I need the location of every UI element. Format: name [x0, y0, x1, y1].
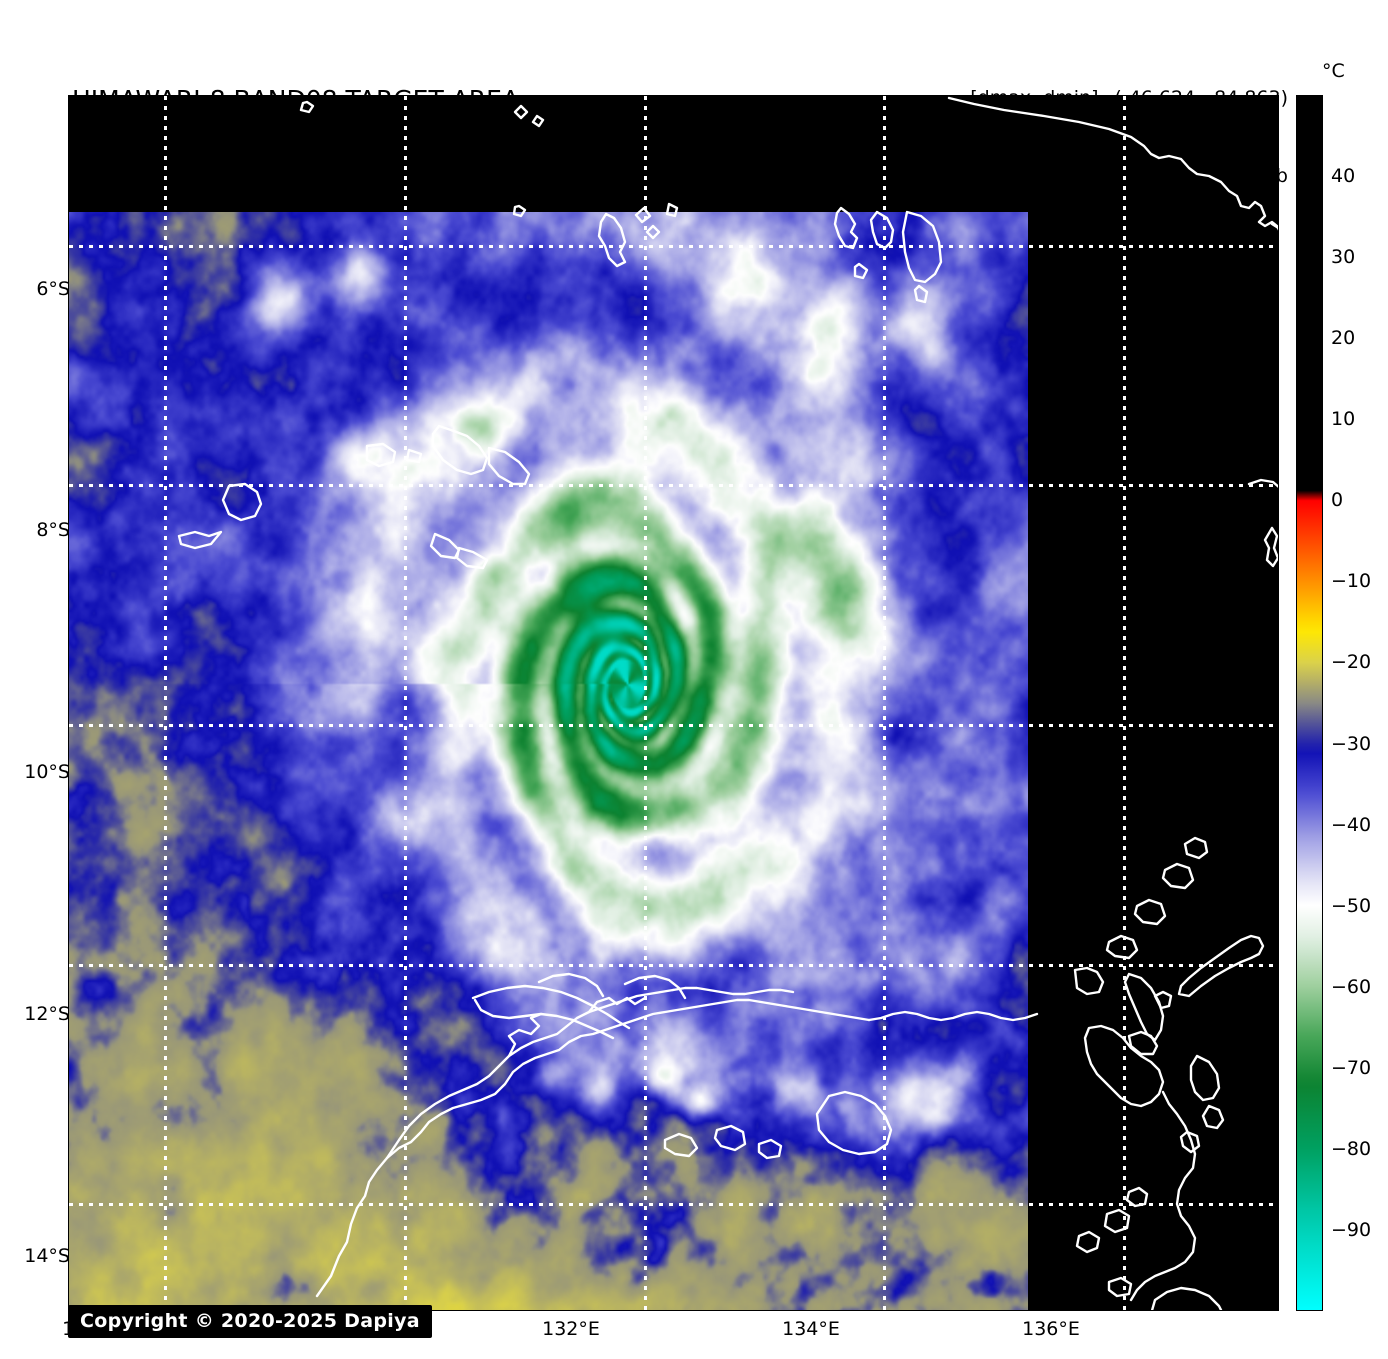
x-tick-3: 134°E: [782, 1318, 840, 1340]
colorbar-tick-11: −70: [1331, 1056, 1372, 1079]
copyright-banner: Copyright © 2020-2025 Dapiya: [68, 1305, 432, 1338]
y-tick-2: 10°S: [24, 761, 70, 783]
y-tick-4: 14°S: [24, 1245, 70, 1267]
y-tick-0: 6°S: [36, 278, 70, 300]
colorbar-tick-12: −80: [1331, 1137, 1372, 1160]
y-tick-1: 8°S: [36, 519, 70, 541]
colorbar-tick-5: −10: [1331, 570, 1372, 593]
brightness-temperature-canvas: [69, 212, 1028, 1310]
satellite-plot-area[interactable]: [68, 95, 1279, 1311]
gridline-lon-4: [1123, 96, 1127, 1310]
x-tick-4: 136°E: [1022, 1318, 1080, 1340]
satellite-raster: [69, 212, 1028, 1310]
colorbar-tick-4: 0: [1331, 489, 1344, 512]
colorbar-tick-13: −90: [1331, 1218, 1372, 1241]
colorbar-tick-labels: 40 30 20 10 0 −10 −20 −30 −40 −50 −60 −70 −80 −90: [1331, 95, 1387, 1311]
colorbar-tick-7: −30: [1331, 732, 1372, 755]
colorbar-tick-0: 40: [1331, 165, 1356, 188]
colorbar[interactable]: [1296, 95, 1323, 1311]
x-tick-2: 132°E: [542, 1318, 600, 1340]
y-tick-3: 12°S: [24, 1003, 70, 1025]
colorbar-unit-label: °C: [1322, 60, 1345, 82]
colorbar-tick-10: −60: [1331, 975, 1372, 998]
colorbar-tick-6: −20: [1331, 651, 1372, 674]
colorbar-gradient: [1297, 96, 1322, 1310]
colorbar-tick-3: 10: [1331, 408, 1356, 431]
colorbar-tick-2: 20: [1331, 327, 1356, 350]
colorbar-tick-9: −50: [1331, 894, 1372, 917]
colorbar-tick-8: −40: [1331, 813, 1372, 836]
colorbar-tick-1: 30: [1331, 246, 1356, 269]
